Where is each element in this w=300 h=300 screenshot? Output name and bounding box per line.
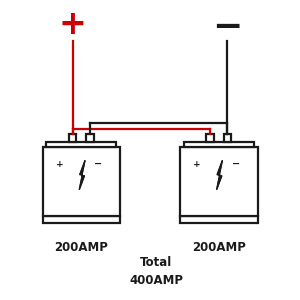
Bar xyxy=(224,134,231,142)
Text: +: + xyxy=(56,160,63,169)
Bar xyxy=(180,216,257,223)
Bar xyxy=(180,147,257,216)
Text: Total
400AMP: Total 400AMP xyxy=(129,256,183,287)
Text: −: − xyxy=(212,10,242,44)
Bar xyxy=(43,147,120,216)
Text: −: − xyxy=(232,159,240,169)
Bar xyxy=(206,134,214,142)
Text: +: + xyxy=(59,8,87,41)
Text: +: + xyxy=(193,160,201,169)
Polygon shape xyxy=(79,161,85,190)
Text: 200AMP: 200AMP xyxy=(192,241,246,254)
Bar xyxy=(46,142,116,147)
Bar xyxy=(184,142,254,147)
Bar xyxy=(43,216,120,223)
Text: −: − xyxy=(94,159,103,169)
Bar xyxy=(86,134,94,142)
Text: 200AMP: 200AMP xyxy=(54,241,108,254)
Bar xyxy=(69,134,76,142)
Polygon shape xyxy=(217,161,222,190)
